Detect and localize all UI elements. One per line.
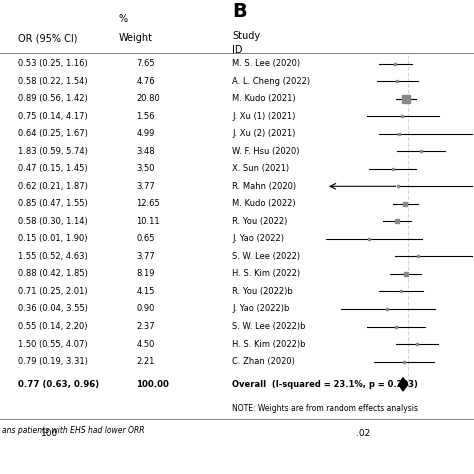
Text: 4.50: 4.50 [137, 339, 155, 348]
Text: R. You (2022)b: R. You (2022)b [232, 287, 293, 296]
Text: R. Mahn (2020): R. Mahn (2020) [232, 182, 297, 191]
Polygon shape [399, 378, 408, 391]
Text: J. Xu (1) (2021): J. Xu (1) (2021) [232, 112, 296, 121]
Text: ID: ID [232, 45, 243, 55]
Text: A. L. Cheng (2022): A. L. Cheng (2022) [232, 77, 310, 86]
Text: 0.79 (0.19, 3.31): 0.79 (0.19, 3.31) [18, 357, 88, 366]
Text: 1.56: 1.56 [137, 112, 155, 121]
Text: 4.76: 4.76 [137, 77, 155, 86]
Text: 3.48: 3.48 [137, 147, 155, 156]
Text: 0.15 (0.01, 1.90): 0.15 (0.01, 1.90) [18, 234, 88, 243]
Text: 0.88 (0.42, 1.85): 0.88 (0.42, 1.85) [18, 269, 88, 278]
Text: C. Zhan (2020): C. Zhan (2020) [232, 357, 295, 366]
Text: S. W. Lee (2022): S. W. Lee (2022) [232, 252, 301, 261]
Text: 4.15: 4.15 [137, 287, 155, 296]
Text: 0.85 (0.47, 1.55): 0.85 (0.47, 1.55) [18, 199, 88, 208]
Text: 0.89 (0.56, 1.42): 0.89 (0.56, 1.42) [18, 94, 88, 103]
Text: %: % [118, 14, 128, 24]
Text: 0.58 (0.22, 1.54): 0.58 (0.22, 1.54) [18, 77, 88, 86]
Text: X. Sun (2021): X. Sun (2021) [232, 164, 290, 173]
Text: 12.65: 12.65 [137, 199, 160, 208]
Text: OR (95% CI): OR (95% CI) [18, 33, 78, 43]
Text: 0.75 (0.14, 4.17): 0.75 (0.14, 4.17) [18, 112, 88, 121]
Text: 7.65: 7.65 [137, 59, 155, 68]
Text: 1.83 (0.59, 5.74): 1.83 (0.59, 5.74) [18, 147, 88, 156]
Text: 3.77: 3.77 [137, 252, 155, 261]
Text: M. Kudo (2021): M. Kudo (2021) [232, 94, 296, 103]
Text: 0.36 (0.04, 3.55): 0.36 (0.04, 3.55) [18, 304, 88, 313]
Text: H. S. Kim (2022): H. S. Kim (2022) [232, 269, 301, 278]
Text: 2.21: 2.21 [137, 357, 155, 366]
Text: Weight: Weight [118, 33, 152, 43]
Text: Overall  (I-squared = 23.1%, p = 0.203): Overall (I-squared = 23.1%, p = 0.203) [232, 380, 419, 389]
Text: M. S. Lee (2020): M. S. Lee (2020) [232, 59, 301, 68]
Text: 0.62 (0.21, 1.87): 0.62 (0.21, 1.87) [18, 182, 88, 191]
Text: 0.53 (0.25, 1.16): 0.53 (0.25, 1.16) [18, 59, 88, 68]
Text: 20.80: 20.80 [137, 94, 160, 103]
Text: M. Kudo (2022): M. Kudo (2022) [232, 199, 296, 208]
Text: S. W. Lee (2022)b: S. W. Lee (2022)b [232, 322, 306, 331]
Text: 100.00: 100.00 [137, 380, 169, 389]
Text: 1.55 (0.52, 4.63): 1.55 (0.52, 4.63) [18, 252, 88, 261]
Text: 0.58 (0.30, 1.14): 0.58 (0.30, 1.14) [18, 217, 88, 226]
Text: 0.47 (0.15, 1.45): 0.47 (0.15, 1.45) [18, 164, 88, 173]
Text: ans patients with EHS had lower ORR: ans patients with EHS had lower ORR [2, 427, 145, 436]
Text: 1.50 (0.55, 4.07): 1.50 (0.55, 4.07) [18, 339, 88, 348]
Text: 100: 100 [41, 429, 59, 438]
Text: 0.71 (0.25, 2.01): 0.71 (0.25, 2.01) [18, 287, 88, 296]
Text: R. You (2022): R. You (2022) [232, 217, 288, 226]
Text: H. S. Kim (2022)b: H. S. Kim (2022)b [232, 339, 306, 348]
Text: 8.19: 8.19 [137, 269, 155, 278]
Text: 4.99: 4.99 [137, 129, 155, 138]
Text: 10.11: 10.11 [137, 217, 160, 226]
Text: B: B [232, 2, 247, 21]
Text: .02: .02 [356, 429, 370, 438]
Text: NOTE: Weights are from random effects analysis: NOTE: Weights are from random effects an… [232, 404, 419, 413]
Text: J. Yao (2022)b: J. Yao (2022)b [232, 304, 290, 313]
Text: 0.90: 0.90 [137, 304, 155, 313]
Text: 2.37: 2.37 [137, 322, 155, 331]
Text: J. Xu (2) (2021): J. Xu (2) (2021) [232, 129, 296, 138]
Text: 0.77 (0.63, 0.96): 0.77 (0.63, 0.96) [18, 380, 100, 389]
Text: 0.64 (0.25, 1.67): 0.64 (0.25, 1.67) [18, 129, 88, 138]
Text: J. Yao (2022): J. Yao (2022) [232, 234, 284, 243]
Text: 3.50: 3.50 [137, 164, 155, 173]
Text: Study: Study [232, 31, 261, 41]
Text: 0.55 (0.14, 2.20): 0.55 (0.14, 2.20) [18, 322, 88, 331]
Text: 0.65: 0.65 [137, 234, 155, 243]
Text: 3.77: 3.77 [137, 182, 155, 191]
Text: W. F. Hsu (2020): W. F. Hsu (2020) [232, 147, 300, 156]
